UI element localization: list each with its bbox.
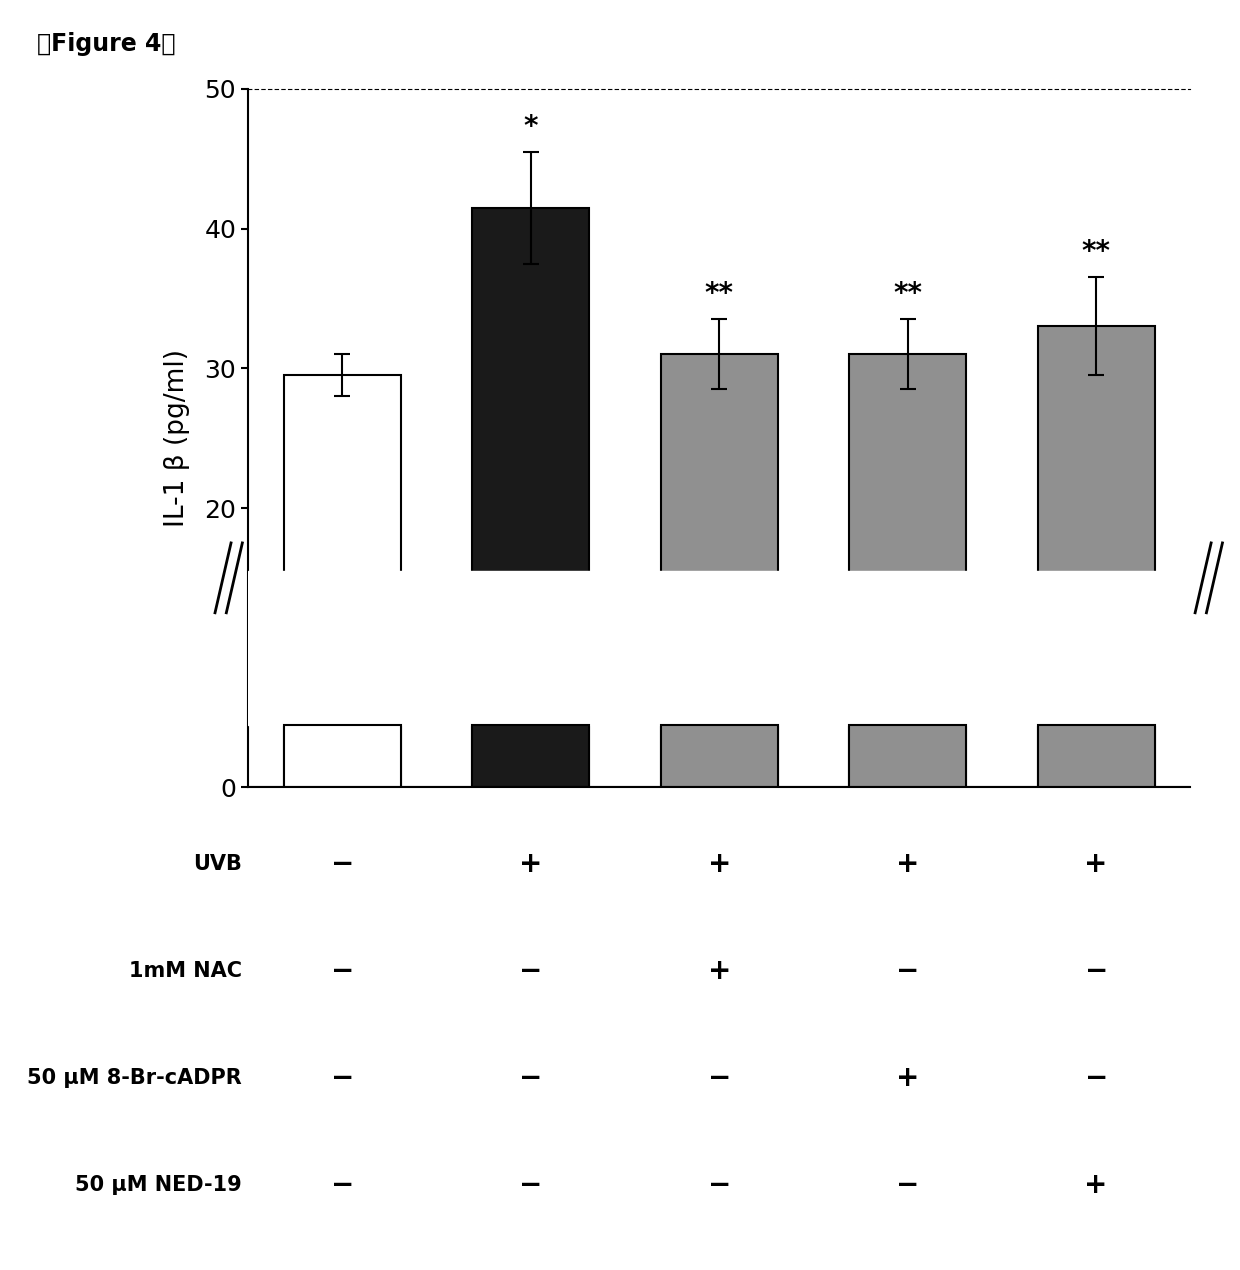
Text: −: − (520, 956, 542, 984)
Text: **: ** (1081, 239, 1111, 267)
Text: **: ** (893, 281, 923, 309)
Text: UVB: UVB (193, 853, 242, 874)
Text: 50 μM 8-Br-cADPR: 50 μM 8-Br-cADPR (27, 1068, 242, 1087)
Bar (1038, 724, 1154, 787)
Text: −: − (520, 1171, 542, 1199)
Text: −: − (708, 1064, 730, 1092)
Text: 【Figure 4】: 【Figure 4】 (37, 32, 176, 56)
Bar (284, 375, 401, 787)
Bar (284, 724, 401, 787)
Bar (849, 354, 966, 787)
Text: *: * (523, 113, 538, 141)
Text: −: − (897, 1171, 919, 1199)
Text: +: + (1085, 850, 1107, 878)
Text: +: + (520, 850, 542, 878)
Bar (472, 724, 589, 787)
Text: +: + (708, 850, 730, 878)
Bar (661, 724, 777, 787)
Text: −: − (331, 1171, 353, 1199)
Bar (472, 207, 589, 787)
Text: −: − (1085, 956, 1107, 984)
Text: +: + (708, 956, 730, 984)
Text: 1mM NAC: 1mM NAC (129, 961, 242, 980)
Y-axis label: IL-1 β (pg/ml): IL-1 β (pg/ml) (165, 349, 191, 527)
Text: +: + (1085, 1171, 1107, 1199)
Text: +: + (897, 1064, 919, 1092)
Text: +: + (897, 850, 919, 878)
Bar (661, 354, 777, 787)
Text: −: − (708, 1171, 730, 1199)
Text: −: − (897, 956, 919, 984)
Text: −: − (331, 1064, 353, 1092)
Text: −: − (331, 956, 353, 984)
Bar (248, 572, 1190, 724)
Text: −: − (331, 850, 353, 878)
Text: **: ** (704, 281, 734, 309)
Text: −: − (520, 1064, 542, 1092)
Bar (1038, 326, 1154, 787)
Bar (849, 724, 966, 787)
Text: 50 μM NED-19: 50 μM NED-19 (76, 1175, 242, 1195)
Text: −: − (1085, 1064, 1107, 1092)
